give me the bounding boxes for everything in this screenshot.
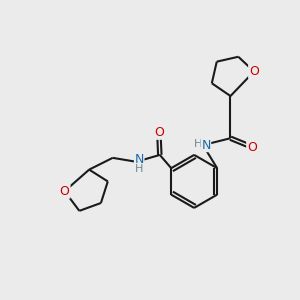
Text: N: N [134,153,144,166]
Text: H: H [135,164,143,174]
Text: O: O [60,185,70,198]
Text: O: O [154,126,164,139]
Text: H: H [194,139,202,149]
Text: N: N [201,139,211,152]
Text: O: O [247,141,257,154]
Text: O: O [249,65,259,78]
